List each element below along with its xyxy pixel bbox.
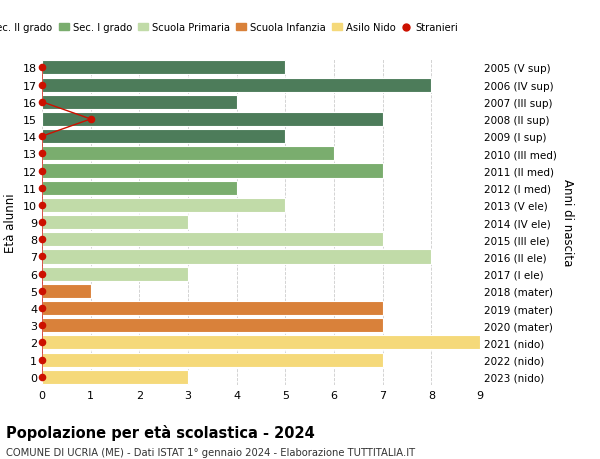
Point <box>37 236 47 243</box>
Bar <box>42 336 480 350</box>
Point <box>37 305 47 312</box>
Point <box>37 82 47 89</box>
Bar <box>42 147 334 161</box>
Point <box>37 339 47 347</box>
Bar <box>42 95 236 110</box>
Point <box>37 287 47 295</box>
Bar <box>42 370 188 384</box>
Text: Popolazione per età scolastica - 2024: Popolazione per età scolastica - 2024 <box>6 425 315 441</box>
Point <box>37 356 47 364</box>
Bar <box>42 319 383 333</box>
Bar <box>42 250 431 264</box>
Point <box>37 151 47 158</box>
Bar <box>42 130 286 144</box>
Bar <box>42 216 188 230</box>
Bar <box>42 302 383 315</box>
Bar <box>42 112 383 127</box>
Bar <box>42 181 236 196</box>
Bar <box>42 198 286 213</box>
Point <box>37 185 47 192</box>
Point <box>37 270 47 278</box>
Y-axis label: Anni di nascita: Anni di nascita <box>561 179 574 266</box>
Bar <box>42 61 286 75</box>
Legend: Sec. II grado, Sec. I grado, Scuola Primaria, Scuola Infanzia, Asilo Nido, Stran: Sec. II grado, Sec. I grado, Scuola Prim… <box>0 19 462 37</box>
Point <box>86 116 95 123</box>
Point <box>37 99 47 106</box>
Point <box>37 253 47 261</box>
Bar <box>42 284 91 298</box>
Point <box>37 65 47 72</box>
Bar <box>42 353 383 367</box>
Bar <box>42 233 383 247</box>
Point <box>37 219 47 226</box>
Point <box>37 322 47 329</box>
Text: COMUNE DI UCRIA (ME) - Dati ISTAT 1° gennaio 2024 - Elaborazione TUTTITALIA.IT: COMUNE DI UCRIA (ME) - Dati ISTAT 1° gen… <box>6 448 415 458</box>
Bar <box>42 164 383 178</box>
Point <box>37 202 47 209</box>
Y-axis label: Età alunni: Età alunni <box>4 193 17 252</box>
Bar <box>42 267 188 281</box>
Point <box>37 373 47 381</box>
Point <box>37 133 47 140</box>
Point <box>37 168 47 175</box>
Bar <box>42 78 431 92</box>
